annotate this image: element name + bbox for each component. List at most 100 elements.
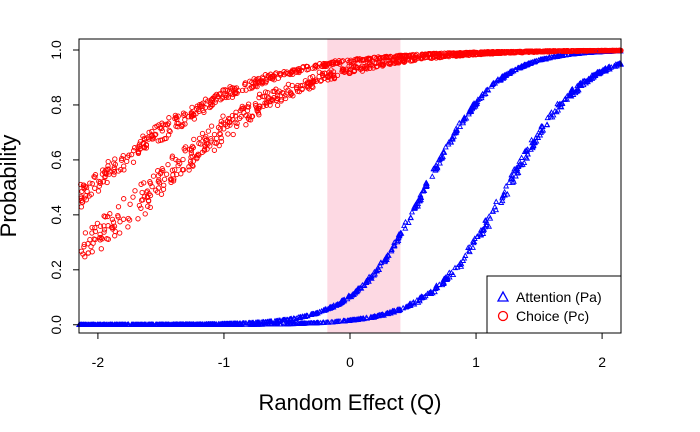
attention-point: [598, 68, 605, 74]
choice-point: [81, 244, 87, 250]
choice-point: [141, 145, 148, 151]
choice-point: [87, 180, 93, 186]
attention-point: [273, 320, 280, 327]
attention-point: [561, 96, 568, 102]
choice-point: [316, 69, 322, 75]
legend-box: [486, 275, 622, 334]
choice-point: [165, 161, 171, 168]
attention-point: [298, 320, 305, 326]
attention-point: [340, 296, 347, 303]
choice-point: [109, 216, 116, 223]
choice-point: [141, 180, 147, 186]
choice-point: [204, 146, 210, 152]
choice-point: [186, 164, 192, 170]
choice-point: [385, 58, 391, 64]
x-tick-label: 0: [346, 354, 354, 370]
attention-point: [208, 321, 215, 327]
choice-point: [106, 171, 112, 177]
attention-point: [360, 282, 367, 288]
attention-point: [122, 321, 129, 328]
attention-point: [238, 321, 245, 327]
choice-point: [340, 58, 346, 64]
y-tick-label: 0.6: [48, 150, 64, 170]
choice-point: [223, 94, 229, 101]
choice-point: [189, 110, 195, 116]
attention-point: [579, 78, 586, 84]
choice-point: [119, 155, 125, 162]
attention-point: [449, 136, 456, 142]
attention-point: [368, 314, 375, 321]
choice-point: [253, 80, 259, 86]
attention-point: [128, 321, 135, 328]
choice-point: [203, 133, 209, 140]
choice-point: [194, 106, 200, 112]
choice-point: [138, 205, 144, 211]
attention-point: [594, 68, 602, 75]
attention-point: [480, 227, 487, 234]
choice-point: [215, 124, 222, 131]
choice-point: [131, 147, 137, 154]
choice-point: [218, 138, 225, 145]
attention-point: [390, 242, 397, 248]
choice-point: [160, 167, 166, 174]
attention-point: [570, 50, 577, 57]
choice-point: [194, 153, 200, 159]
choice-point: [147, 204, 153, 211]
attention-point: [262, 321, 269, 327]
choice-point: [391, 57, 397, 63]
attention-point: [476, 230, 483, 237]
attention-point: [414, 202, 421, 209]
choice-point: [130, 159, 137, 165]
choice-point: [179, 166, 186, 173]
choice-point: [346, 59, 352, 65]
choice-point: [186, 167, 192, 173]
attention-point: [203, 321, 211, 327]
choice-point: [227, 84, 233, 90]
y-tick-label: 0.2: [48, 260, 64, 280]
choice-point: [199, 149, 206, 155]
choice-point: [174, 116, 180, 123]
choice-point: [92, 228, 99, 235]
attention-point: [544, 121, 551, 127]
attention-point: [277, 320, 284, 327]
choice-point: [173, 114, 179, 120]
choice-point: [271, 88, 278, 94]
choice-point: [186, 114, 192, 120]
choice-point: [243, 112, 249, 119]
choice-point: [97, 179, 103, 185]
choice-point: [310, 84, 316, 90]
choice-point: [265, 95, 271, 101]
choice-point: [400, 57, 406, 64]
choice-point: [238, 113, 244, 120]
choice-point: [287, 71, 293, 78]
choice-point: [136, 202, 143, 209]
choice-point: [169, 153, 176, 159]
legend: Attention (Pa) Choice (Pc): [486, 275, 622, 334]
choice-point: [262, 89, 269, 95]
choice-point: [379, 61, 386, 67]
choice-point: [244, 104, 251, 110]
choice-point: [189, 104, 195, 111]
attention-point: [442, 276, 449, 282]
choice-point: [290, 71, 296, 77]
choice-point: [138, 181, 144, 187]
choice-point: [86, 193, 92, 199]
choice-point: [101, 223, 107, 229]
attention-point: [512, 172, 519, 179]
choice-point: [126, 217, 133, 223]
choice-point: [107, 211, 113, 217]
choice-point: [118, 166, 124, 173]
attention-point: [457, 123, 464, 130]
choice-point: [180, 156, 186, 163]
attention-point: [539, 123, 546, 130]
attention-point: [568, 92, 575, 99]
choice-point: [159, 120, 165, 126]
choice-point: [144, 194, 151, 201]
choice-point: [398, 52, 404, 58]
choice-point: [120, 152, 126, 159]
choice-point: [168, 179, 174, 186]
attention-point: [454, 264, 461, 270]
attention-point: [259, 321, 266, 327]
choice-point: [559, 48, 566, 54]
